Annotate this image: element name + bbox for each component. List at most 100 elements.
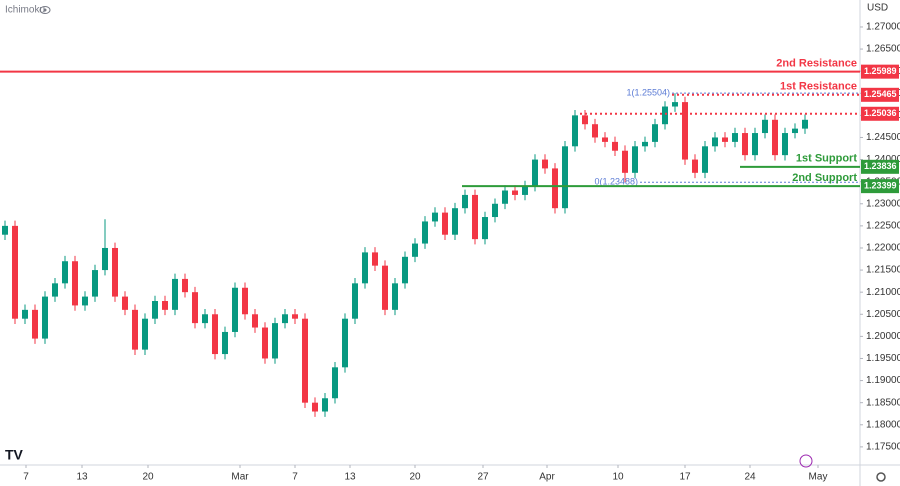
candle-body	[92, 270, 98, 297]
candle-body	[562, 146, 568, 209]
candle-body	[12, 225, 18, 319]
candle-body	[682, 102, 688, 160]
y-tick-label: 1.19000	[866, 375, 900, 386]
candle-body	[62, 261, 68, 284]
level-name: 2nd Resistance	[776, 58, 857, 70]
candle-body	[302, 318, 308, 403]
x-tick-label: 7	[292, 472, 298, 483]
candle-body	[242, 287, 248, 315]
candle-body	[182, 278, 188, 293]
candle-body	[732, 133, 738, 142]
currency: USD	[867, 3, 888, 14]
candle-body	[672, 102, 678, 107]
x-tick-label: 10	[612, 472, 624, 483]
candle-body	[272, 323, 278, 359]
lightning-icon[interactable]	[799, 454, 813, 468]
candle-body	[252, 314, 258, 328]
candle-body	[312, 402, 318, 412]
candle-body	[702, 146, 708, 173]
candle-body	[152, 301, 158, 319]
candle-body	[372, 252, 378, 266]
y-tick-label: 1.20500	[866, 309, 900, 320]
candle-body	[762, 119, 768, 134]
level-price-label: 1.25465	[864, 89, 897, 99]
y-tick-label: 1.24000	[866, 154, 900, 165]
candle-body	[772, 119, 778, 156]
y-tick-label: 1.27000	[866, 22, 900, 33]
candle-body	[172, 278, 178, 310]
candle-body	[592, 124, 598, 138]
level-price-box	[861, 159, 899, 174]
candle-body	[632, 146, 638, 173]
candle-body	[102, 247, 108, 271]
candle-body	[792, 128, 798, 134]
candle-body	[692, 159, 698, 173]
x-tick-label: 17	[679, 472, 691, 483]
x-tick-label: Apr	[539, 472, 555, 483]
candle-body	[82, 296, 88, 306]
candle-body	[2, 225, 8, 235]
y-tick-label: 1.22500	[866, 221, 900, 232]
x-tick-label: 13	[344, 472, 356, 483]
candle-body	[802, 119, 808, 129]
indicator-name: Ichimoku	[5, 5, 45, 16]
candle-body	[262, 327, 268, 359]
candle-body	[322, 398, 328, 412]
level-price-box	[861, 64, 899, 79]
level-name: 1st Resistance	[780, 81, 857, 93]
candle-body	[222, 331, 228, 355]
candle-body	[532, 159, 538, 187]
level-price-box	[861, 87, 899, 102]
level-name: 1st Support	[796, 153, 857, 165]
level-price-box	[861, 106, 899, 121]
level-price-box	[861, 179, 899, 194]
candle-body	[602, 137, 608, 142]
y-tick-label: 1.26500	[866, 44, 900, 55]
level-name: 2nd Support	[792, 172, 857, 184]
y-tick-label: 1.21500	[866, 265, 900, 276]
candle-body	[782, 133, 788, 156]
x-tick-label: 20	[409, 472, 421, 483]
candle-body	[142, 318, 148, 350]
candle-body	[392, 283, 398, 310]
fib-label: 1(1.25504)	[626, 87, 670, 97]
candle-body	[652, 124, 658, 142]
y-tick-label: 1.17500	[866, 442, 900, 453]
fib-label: 0(1.23488)	[594, 177, 638, 187]
x-tick-label: May	[809, 472, 828, 483]
candle-body	[352, 283, 358, 319]
candle-body	[402, 256, 408, 284]
settings-icon[interactable]	[876, 472, 886, 482]
candle-body	[282, 314, 288, 324]
candle-body	[162, 301, 168, 310]
level-price-label: 1.25036	[864, 108, 897, 118]
candle-body	[52, 283, 58, 297]
x-tick-label: 27	[477, 472, 489, 483]
candle-body	[382, 265, 388, 310]
candle-body	[442, 212, 448, 235]
x-tick-label: Mar	[231, 472, 249, 483]
candle-body	[132, 309, 138, 350]
y-tick-label: 1.18500	[866, 397, 900, 408]
eye-icon[interactable]	[39, 6, 51, 14]
candle-body	[72, 261, 78, 306]
y-tick-label: 1.18000	[866, 419, 900, 430]
candle-body	[462, 194, 468, 209]
candle-body	[292, 314, 298, 319]
y-tick-label: 1.19500	[866, 353, 900, 364]
candle-body	[112, 247, 118, 297]
candle-body	[432, 212, 438, 222]
x-tick-label: 13	[76, 472, 88, 483]
candle-body	[622, 150, 628, 173]
candle-body	[512, 190, 518, 195]
candle-body	[482, 217, 488, 240]
candle-body	[362, 252, 368, 284]
candle-body	[412, 243, 418, 257]
logo: TV	[5, 447, 24, 463]
level-price-label: 1.23399	[864, 181, 897, 191]
candle-body	[342, 318, 348, 368]
candle-body	[722, 137, 728, 142]
x-tick-label: 20	[142, 472, 154, 483]
